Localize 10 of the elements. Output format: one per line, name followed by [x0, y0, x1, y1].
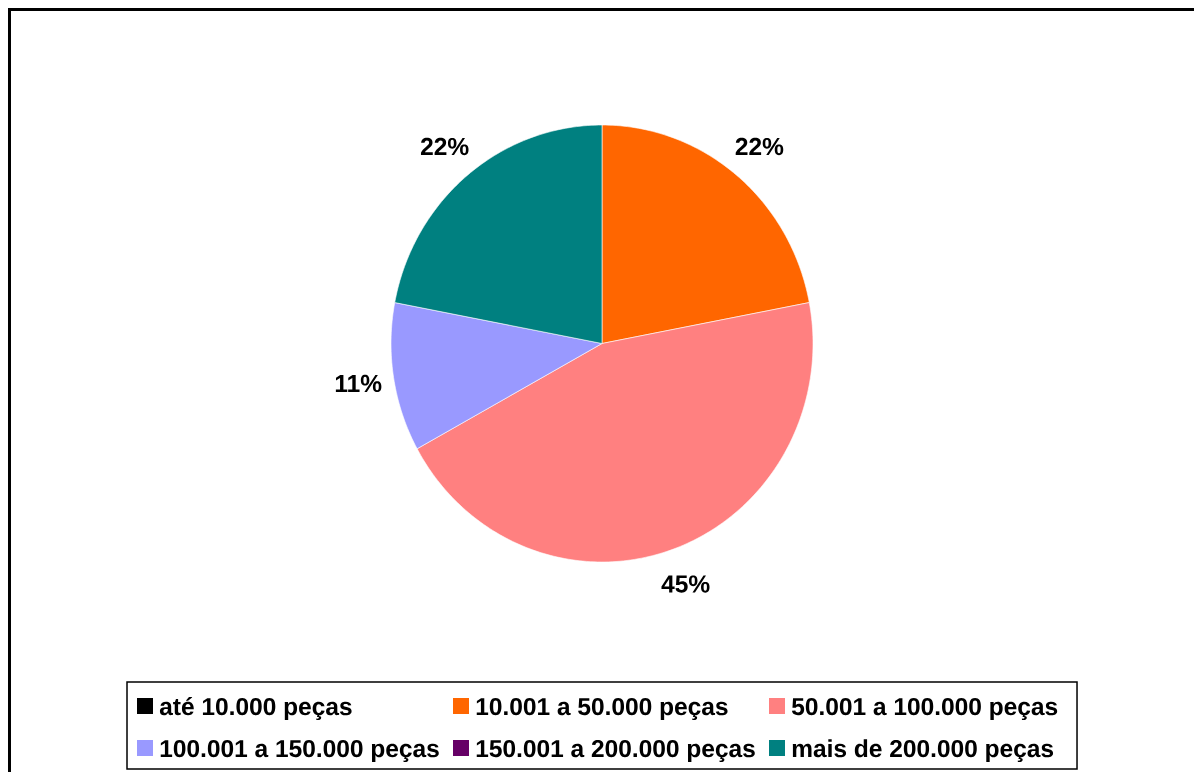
legend-label: até 10.000 peças [159, 697, 352, 721]
data-label: 45% [661, 575, 710, 593]
legend-label: 10.001 a 50.000 peças [476, 697, 728, 721]
legend-label: 100.001 a 150.000 peças [160, 739, 439, 763]
legend-label: 150.001 a 200.000 peças [476, 739, 755, 763]
data-label: 11% [335, 374, 382, 393]
data-label: 22% [735, 137, 784, 156]
legend-label: 50.001 a 100.000 peças [791, 697, 1058, 721]
data-label: 22% [420, 137, 469, 156]
legend-label: mais de 200.000 peças [792, 739, 1054, 763]
